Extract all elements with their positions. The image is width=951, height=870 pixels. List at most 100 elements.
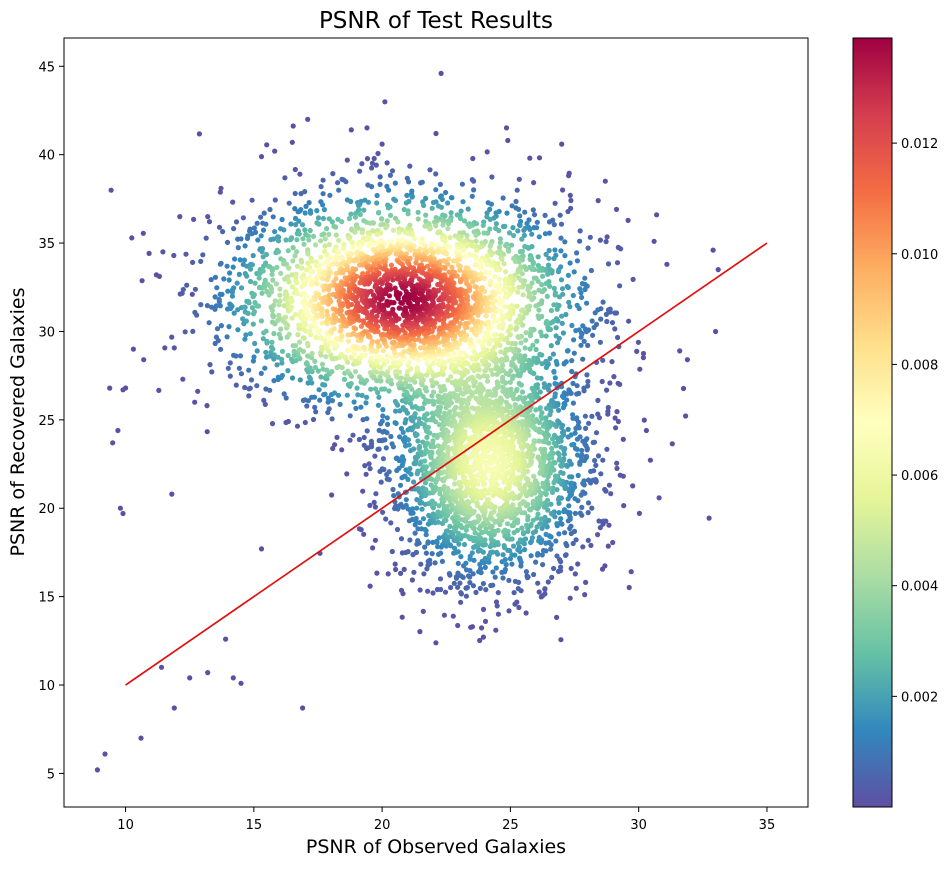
data-point <box>670 441 675 446</box>
data-point <box>582 276 587 281</box>
data-point <box>532 276 537 281</box>
data-point <box>228 360 233 365</box>
data-point <box>540 562 545 567</box>
data-point <box>447 235 452 240</box>
data-point <box>279 357 284 362</box>
data-point <box>518 493 523 498</box>
data-point <box>300 705 305 710</box>
data-point <box>248 279 253 284</box>
data-point <box>393 181 398 186</box>
data-point <box>608 491 613 496</box>
data-point <box>641 351 646 356</box>
data-point <box>544 406 549 411</box>
data-point <box>286 353 291 358</box>
data-point <box>254 383 259 388</box>
data-point <box>496 325 501 330</box>
data-point <box>459 498 464 503</box>
data-point <box>528 346 533 351</box>
data-point <box>396 230 401 235</box>
data-point <box>621 503 626 508</box>
data-point <box>574 391 579 396</box>
data-point <box>492 332 497 337</box>
data-point <box>505 521 510 526</box>
data-point <box>596 198 601 203</box>
data-point <box>259 318 264 323</box>
data-point <box>448 585 453 590</box>
data-point <box>504 313 509 318</box>
data-point <box>458 590 463 595</box>
data-point <box>357 437 362 442</box>
data-point <box>562 507 567 512</box>
data-point <box>376 403 381 408</box>
data-point <box>264 329 269 334</box>
data-point <box>421 571 426 576</box>
data-point <box>453 379 458 384</box>
data-point <box>399 588 404 593</box>
data-point <box>483 542 488 547</box>
data-point <box>604 312 609 317</box>
data-point <box>470 243 475 248</box>
data-point <box>408 248 413 253</box>
data-point <box>403 417 408 422</box>
data-point <box>347 216 352 221</box>
data-point <box>361 345 366 350</box>
data-point <box>231 226 236 231</box>
data-point <box>414 432 419 437</box>
data-point <box>495 379 500 384</box>
data-point <box>353 326 358 331</box>
data-point <box>496 612 501 617</box>
data-point <box>425 411 430 416</box>
data-point <box>571 293 576 298</box>
data-point <box>307 265 312 270</box>
data-point <box>385 353 390 358</box>
data-point <box>601 300 606 305</box>
data-point <box>621 437 626 442</box>
data-point <box>373 538 378 543</box>
data-point <box>445 486 450 491</box>
data-point <box>511 590 516 595</box>
data-point <box>353 215 358 220</box>
data-point <box>490 289 495 294</box>
data-point <box>379 371 384 376</box>
data-point <box>499 333 504 338</box>
data-point <box>500 375 505 380</box>
data-point <box>242 258 247 263</box>
data-point <box>486 427 491 432</box>
data-point <box>481 581 486 586</box>
data-point <box>260 249 265 254</box>
data-point <box>538 447 543 452</box>
data-point <box>269 340 274 345</box>
data-point <box>483 565 488 570</box>
data-point <box>386 571 391 576</box>
data-point <box>482 487 487 492</box>
data-point <box>334 435 339 440</box>
data-point <box>234 219 239 224</box>
data-point <box>436 443 441 448</box>
data-point <box>264 252 269 257</box>
data-point <box>289 299 294 304</box>
data-point <box>431 399 436 404</box>
data-point <box>353 344 358 349</box>
data-point <box>238 353 243 358</box>
data-point <box>445 226 450 231</box>
data-point <box>368 387 373 392</box>
data-point <box>239 285 244 290</box>
data-point <box>481 223 486 228</box>
data-point <box>407 442 412 447</box>
data-point <box>585 379 590 384</box>
data-point <box>109 188 114 193</box>
data-point <box>330 416 335 421</box>
data-point <box>612 326 617 331</box>
data-point <box>324 226 329 231</box>
data-point <box>606 307 611 312</box>
data-point <box>317 387 322 392</box>
data-point <box>589 414 594 419</box>
data-point <box>556 531 561 536</box>
data-point <box>244 319 249 324</box>
data-point <box>558 637 563 642</box>
data-point <box>560 430 565 435</box>
data-point <box>583 414 588 419</box>
data-point <box>537 155 542 160</box>
data-point <box>364 472 369 477</box>
data-point <box>316 222 321 227</box>
